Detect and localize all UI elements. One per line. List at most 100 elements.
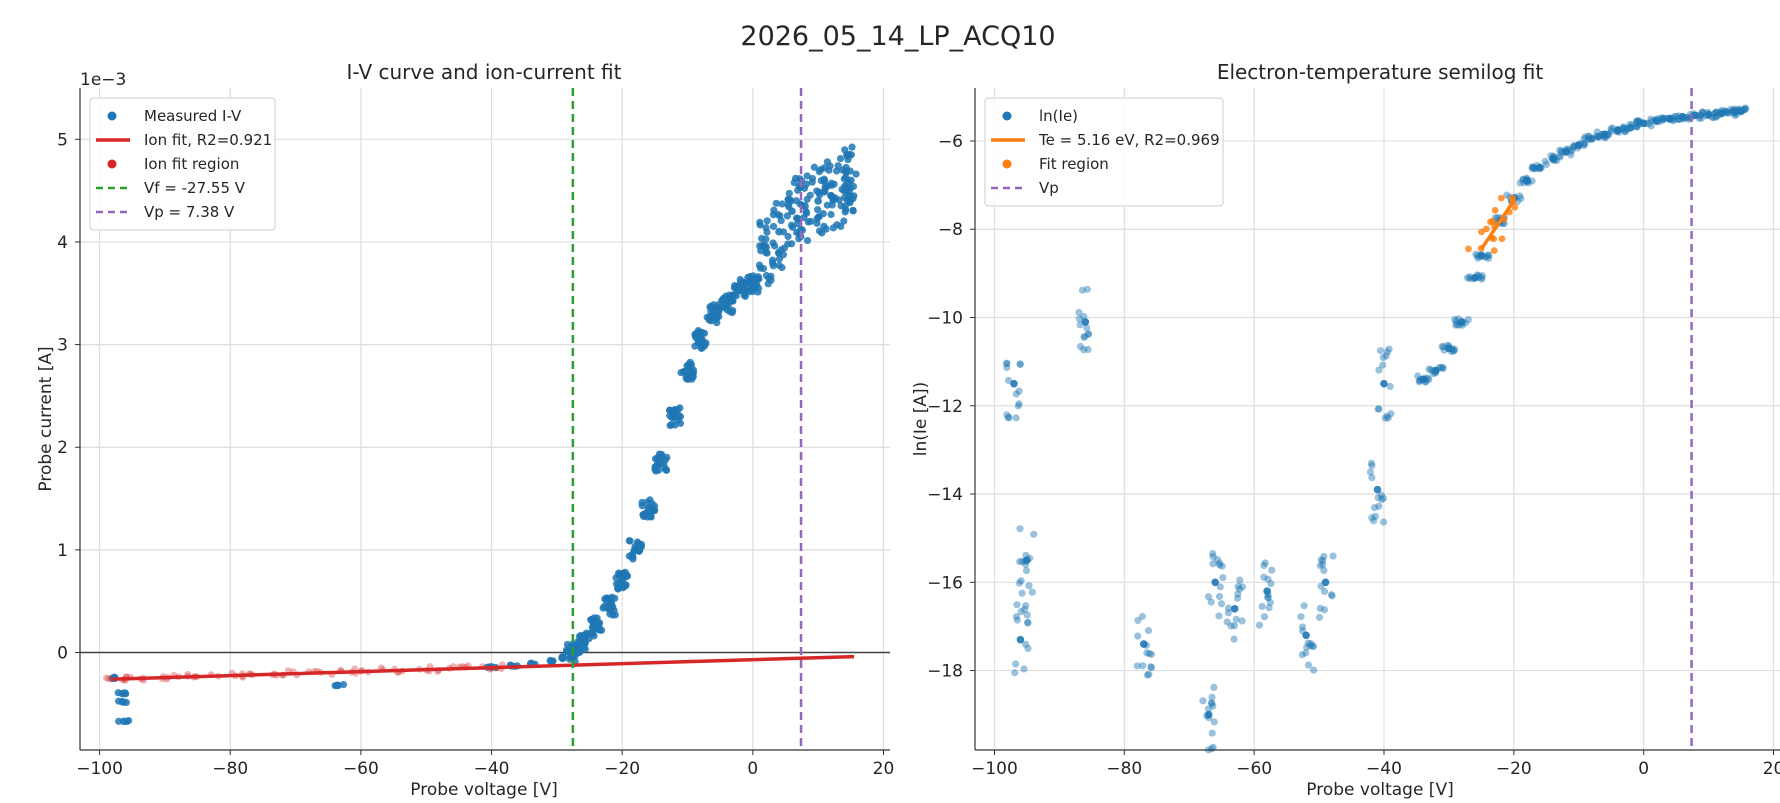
y-scale-label: 1e−3: [80, 70, 126, 90]
data-point: [689, 366, 698, 374]
data-point: [1209, 553, 1217, 561]
data-point: [1556, 146, 1564, 154]
fit-region-point: [1498, 235, 1506, 243]
data-point: [119, 717, 128, 726]
data-point: [1316, 604, 1324, 612]
data-point: [1017, 608, 1025, 616]
data-point: [1523, 176, 1531, 185]
data-point: [730, 291, 738, 299]
y-tick-label: 2: [57, 438, 68, 458]
data-point: [763, 217, 771, 225]
data-point: [1580, 135, 1588, 143]
legend-marker: [1002, 111, 1012, 121]
data-point: [1260, 573, 1268, 581]
data-point: [1463, 274, 1472, 282]
y-axis-label: ln(Ie [A]): [911, 382, 931, 457]
data-point: [1385, 345, 1393, 353]
data-point: [777, 217, 785, 225]
data-point: [1478, 273, 1486, 282]
data-point: [810, 163, 818, 171]
axes-frame: [79, 88, 890, 751]
data-point: [1016, 635, 1025, 644]
data-point: [1678, 112, 1687, 121]
data-point: [1711, 108, 1720, 117]
data-point: [1209, 702, 1217, 710]
data-point: [1369, 517, 1378, 525]
x-tick-label: −100: [971, 759, 1018, 779]
y-tick-label: 3: [57, 336, 68, 356]
data-point: [1704, 110, 1713, 119]
data-point: [1478, 275, 1486, 283]
data-point: [1143, 671, 1152, 679]
data-point: [1379, 353, 1387, 362]
data-point: [1265, 604, 1273, 612]
data-point: [1268, 566, 1276, 574]
data-point: [1300, 602, 1308, 610]
data-point: [1224, 609, 1232, 617]
data-point: [769, 222, 778, 231]
fit-region-point: [103, 674, 110, 682]
legend: Measured I-V Ion fit, R2=0.921 Ion fit reg…: [89, 97, 276, 231]
x-tick-label: −60: [343, 759, 379, 779]
data-point: [1477, 251, 1486, 260]
data-point: [1710, 110, 1718, 118]
data-point: [1208, 693, 1216, 701]
data-point: [1139, 640, 1148, 648]
data-point: [606, 610, 614, 618]
data-point: [1368, 514, 1376, 522]
data-point: [1452, 317, 1460, 325]
data-point: [1147, 663, 1156, 672]
data-point: [784, 232, 792, 241]
data-point: [1376, 347, 1385, 355]
data-point: [1478, 271, 1486, 280]
x-tick-label: −80: [212, 759, 248, 779]
data-point: [1368, 473, 1376, 482]
data-point: [1145, 670, 1153, 678]
data-point: [1147, 650, 1156, 658]
data-point: [1374, 405, 1382, 413]
data-point: [840, 217, 848, 225]
data-point: [1084, 330, 1092, 338]
data-point: [1458, 318, 1466, 326]
data-point: [1621, 127, 1629, 136]
data-point: [1712, 113, 1720, 121]
data-point: [1302, 631, 1310, 640]
data-point: [1672, 112, 1681, 121]
data-point: [1698, 108, 1707, 116]
data-point: [1018, 589, 1026, 597]
data-point: [589, 629, 597, 638]
x-tick-label: −80: [1106, 759, 1142, 779]
data-point: [1003, 411, 1011, 419]
data-point: [1016, 558, 1024, 566]
fit-region-point: [107, 675, 115, 683]
data-point: [579, 638, 587, 647]
data-point: [762, 248, 770, 257]
legend-box: [984, 97, 1224, 207]
data-point: [1542, 160, 1551, 169]
legend-marker: [1002, 159, 1012, 169]
data-point: [605, 602, 613, 611]
data-point: [836, 155, 845, 163]
data-point: [1383, 412, 1391, 420]
data-point: [1147, 663, 1155, 671]
legend: ln(Ie) Te = 5.16 eV, R2=0.969 Fit region Vp: [984, 97, 1224, 207]
data-point: [1207, 699, 1216, 707]
data-point: [1218, 562, 1226, 570]
legend-label: Te = 5.16 eV, R2=0.969: [1038, 131, 1220, 149]
data-point: [804, 218, 812, 226]
data-point: [815, 227, 824, 235]
data-point: [1014, 402, 1022, 410]
data-point: [1204, 593, 1213, 601]
figure-suptitle: 2026_05_14_LP_ACQ10: [740, 21, 1055, 52]
data-point: [1236, 576, 1244, 584]
data-point: [843, 196, 851, 204]
data-point: [762, 224, 770, 232]
data-point: [1374, 493, 1382, 502]
data-point: [827, 210, 835, 219]
data-point: [1204, 705, 1213, 713]
data-point: [1370, 504, 1379, 512]
data-point: [1723, 108, 1731, 117]
data-point: [1134, 632, 1142, 640]
data-point: [1012, 390, 1020, 398]
